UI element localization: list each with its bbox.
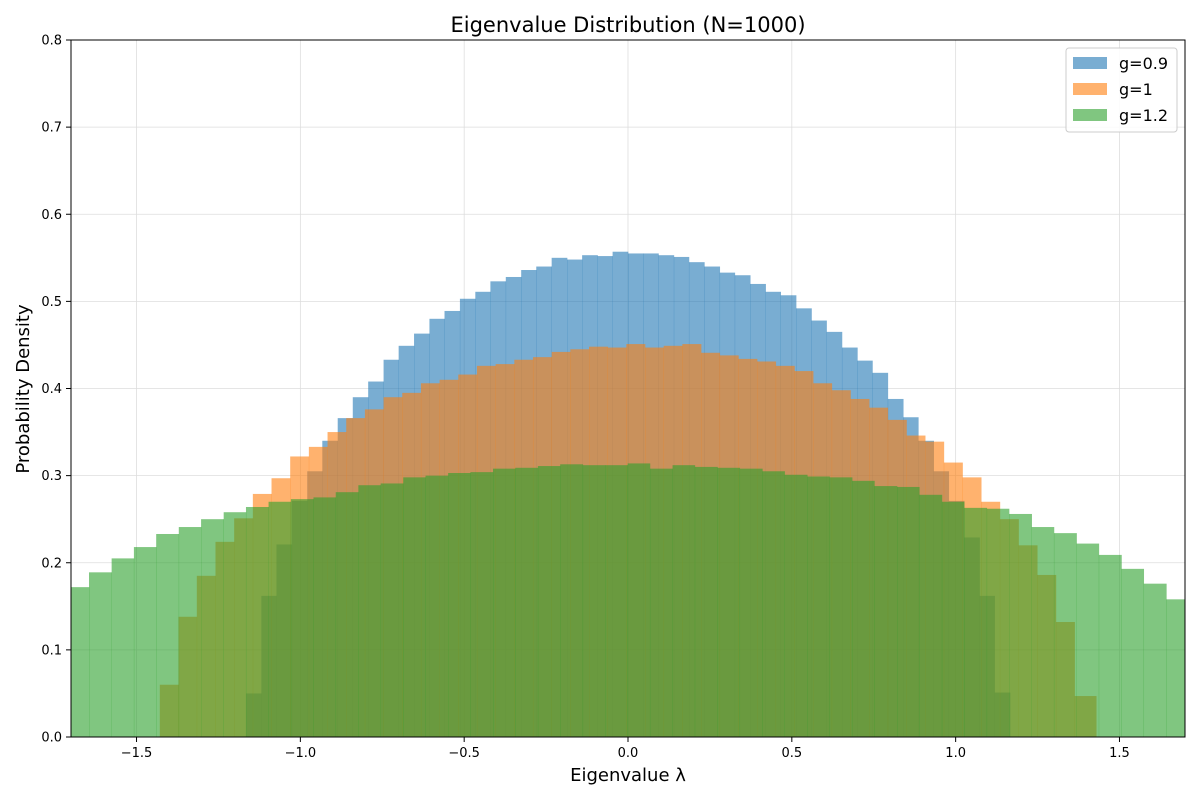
y-tick-label: 0.4 xyxy=(41,382,62,397)
histogram-bar xyxy=(335,492,359,737)
y-tick-label: 0.8 xyxy=(41,34,62,49)
histogram-bar xyxy=(919,494,943,737)
y-tick-label: 0.2 xyxy=(41,556,62,571)
histogram-bar xyxy=(762,471,785,737)
histogram-bar xyxy=(627,463,651,737)
histogram-bar xyxy=(717,467,741,737)
legend-swatch xyxy=(1073,109,1107,121)
histogram-bar xyxy=(290,499,314,737)
histogram-bar xyxy=(537,466,561,737)
histogram-bar xyxy=(560,464,584,737)
histogram-bar xyxy=(1098,554,1122,737)
x-axis-ticks: −1.5 −1.0 −0.5 0.0 0.5 1.0 1.5 xyxy=(121,737,1130,761)
histogram-bar xyxy=(941,501,965,737)
legend-label: g=1.2 xyxy=(1119,106,1168,125)
histogram-bar xyxy=(1053,533,1077,737)
histogram-bar xyxy=(89,572,112,737)
legend: g=0.9 g=1 g=1.2 xyxy=(1065,47,1178,133)
histogram-bars xyxy=(71,251,1185,737)
x-tick-label: −1.0 xyxy=(285,746,317,761)
y-tick-label: 0.7 xyxy=(41,121,62,136)
histogram-bar xyxy=(964,507,988,737)
histogram-bar xyxy=(605,465,628,737)
series-3-bars xyxy=(71,463,1185,737)
histogram-bar xyxy=(1076,543,1100,737)
histogram-bar xyxy=(986,508,1010,737)
x-tick-label: 0.5 xyxy=(781,746,802,761)
histogram-bar xyxy=(403,477,426,737)
chart-title: Eigenvalue Distribution (N=1000) xyxy=(450,13,805,37)
histogram-bar xyxy=(784,474,808,737)
histogram-bar xyxy=(178,527,202,737)
histogram-bar xyxy=(672,465,696,737)
histogram-bar xyxy=(582,465,606,737)
y-tick-label: 0.3 xyxy=(41,469,62,484)
histogram-bar xyxy=(1031,527,1055,737)
histogram-bar xyxy=(1166,599,1185,737)
histogram-bar xyxy=(493,468,516,737)
histogram-bar xyxy=(470,472,494,737)
x-axis-label: Eigenvalue λ xyxy=(570,765,686,786)
y-tick-label: 0.6 xyxy=(41,208,62,223)
y-axis-label: Probability Density xyxy=(13,304,34,474)
x-tick-label: −1.5 xyxy=(121,746,153,761)
legend-swatch xyxy=(1073,57,1107,69)
y-tick-label: 0.5 xyxy=(41,295,62,310)
histogram-bar xyxy=(133,547,157,737)
y-tick-label: 0.0 xyxy=(41,731,62,746)
x-tick-label: 0.0 xyxy=(618,746,639,761)
histogram-bar xyxy=(1143,583,1167,737)
histogram-bar xyxy=(515,467,539,737)
y-axis-ticks: 0.0 0.1 0.2 0.3 0.4 0.5 0.6 0.7 0.8 xyxy=(41,34,71,746)
histogram-bar xyxy=(829,477,853,737)
histogram-bar xyxy=(268,501,292,737)
histogram-bar xyxy=(649,468,673,737)
histogram-bar xyxy=(380,483,404,737)
histogram-bar xyxy=(313,497,337,737)
histogram-bar xyxy=(1009,513,1032,737)
histogram-bar xyxy=(896,486,920,737)
histogram-bar xyxy=(852,480,875,737)
histogram-bar xyxy=(739,468,763,737)
x-tick-label: −0.5 xyxy=(448,746,480,761)
legend-swatch xyxy=(1073,83,1107,95)
histogram-bar xyxy=(245,506,269,737)
histogram-bar xyxy=(1121,568,1145,737)
histogram-bar xyxy=(358,485,381,737)
histogram-bar xyxy=(425,475,449,737)
legend-label: g=0.9 xyxy=(1119,54,1168,73)
histogram-bar xyxy=(223,512,247,737)
histogram-bar xyxy=(156,533,180,737)
legend-label: g=1 xyxy=(1119,80,1153,99)
histogram-bar xyxy=(874,486,898,737)
histogram-bar xyxy=(111,558,135,737)
x-tick-label: 1.0 xyxy=(945,746,966,761)
y-tick-label: 0.1 xyxy=(41,643,62,658)
histogram-bar xyxy=(201,519,224,737)
histogram-bar xyxy=(71,587,90,737)
histogram-bar xyxy=(448,473,471,737)
histogram-bar xyxy=(807,476,830,737)
histogram-bar xyxy=(694,466,718,737)
x-tick-label: 1.5 xyxy=(1109,746,1130,761)
